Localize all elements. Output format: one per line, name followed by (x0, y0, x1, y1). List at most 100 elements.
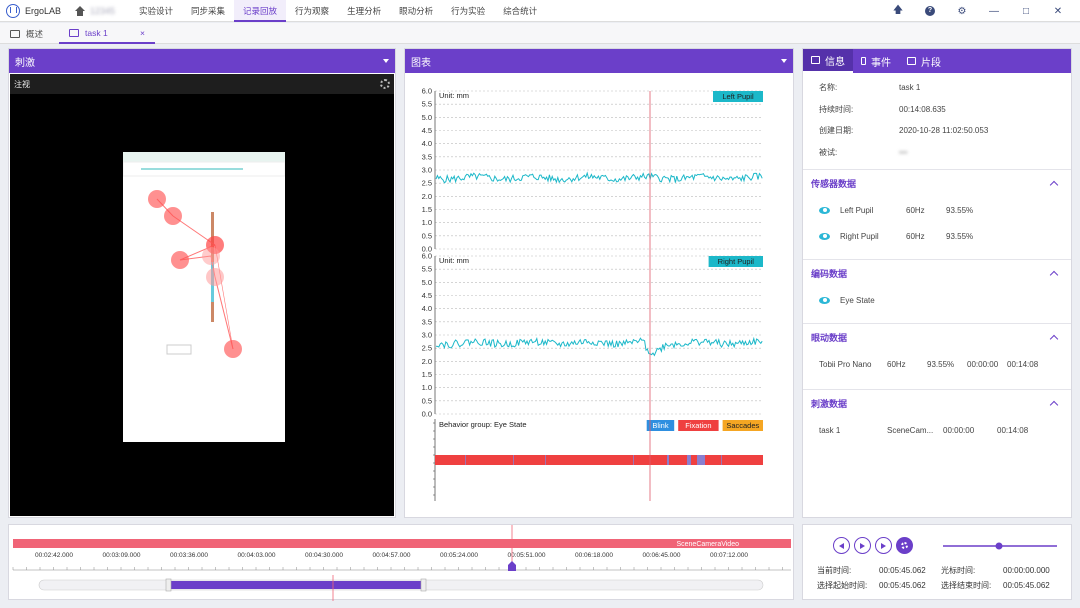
sensor-row[interactable]: Right Pupil 60Hz 93.55% (803, 223, 1071, 249)
eye-tracker-row[interactable]: Tobii Pro Nano 60Hz 93.55% 00:00:00 00:1… (803, 351, 1071, 377)
coding-section-title: 编码数据 (811, 269, 848, 279)
dropdown-caret-icon[interactable] (781, 59, 787, 63)
playback-settings-button[interactable] (896, 537, 913, 554)
eye-tracker-name: Tobii Pro Nano (819, 359, 872, 369)
stim-section-header[interactable]: 刺激数据 (803, 389, 1071, 417)
menu-item-2[interactable]: 记录回放 (234, 0, 287, 22)
minimize-icon[interactable]: — (989, 5, 999, 17)
home-icon[interactable] (74, 5, 86, 16)
timeline-tick-label: 00:06:18.000 (575, 552, 613, 559)
fixation-circle[interactable] (202, 247, 220, 265)
y-tick-label: 5.0 (422, 113, 432, 122)
settings-gear-icon[interactable]: ⚙ (957, 5, 967, 17)
unit-label: Unit: mm (439, 256, 469, 265)
info-field-key: 被试: (819, 147, 838, 157)
scanpath-line (214, 244, 234, 350)
series-line-right-pupil (435, 336, 763, 357)
eye-section-title: 眼动数据 (811, 333, 848, 343)
collapse-chevron-icon[interactable] (1049, 270, 1059, 280)
segment-icon (907, 57, 916, 65)
tab-events[interactable]: 事件 (853, 49, 899, 73)
eye-tracker-rate: 60Hz (887, 359, 906, 369)
step-forward-button[interactable] (875, 537, 892, 554)
sensor-section-header[interactable]: 传感器数据 (803, 169, 1071, 197)
stimulus-settings-icon[interactable] (380, 79, 390, 89)
tab-segments[interactable]: 片段 (899, 49, 949, 73)
eye-visibility-icon[interactable] (819, 296, 830, 304)
range-handle-right[interactable] (420, 578, 427, 592)
info-field-key: 名称: (819, 83, 838, 93)
eye-visibility-icon[interactable] (819, 232, 830, 240)
timeline[interactable]: SceneCameraVideo 00:02:42.000 00:03:09.000… (9, 525, 795, 601)
stim-row[interactable]: task 1 SceneCam... 00:00:00 00:14:08 (803, 417, 1071, 443)
eye-section-header[interactable]: 眼动数据 (803, 323, 1071, 351)
sensor-list: Left Pupil 60Hz 93.55% Right Pupil 60Hz 93.55… (803, 197, 1071, 249)
y-tick-label: 3.0 (422, 331, 432, 340)
coding-row[interactable]: Eye State (803, 287, 1071, 313)
collapse-chevron-icon[interactable] (1049, 180, 1059, 190)
tab-overview[interactable]: 概述 (0, 23, 53, 44)
menu-item-3[interactable]: 行为观察 (295, 5, 330, 16)
behavior-group-label: Behavior group: Eye State (439, 420, 527, 429)
eye-visibility-icon[interactable] (819, 206, 830, 214)
tab-overview-label: 概述 (26, 28, 44, 39)
sensor-section-title: 传感器数据 (811, 179, 857, 189)
collapse-chevron-icon[interactable] (1049, 334, 1059, 344)
scanpath-line (214, 276, 234, 350)
y-tick-label: 2.5 (422, 344, 432, 353)
playhead-handle[interactable] (508, 561, 516, 571)
pupil-chart-0: 6.0 5.5 5.0 4.5 4.0 3.5 3.0 2.5 2.0 1.5 1.0 0.5 0.0 U… (422, 87, 763, 254)
stim-start: 00:00:00 (943, 425, 975, 435)
legend-badge (678, 420, 719, 431)
tab-info[interactable]: 信息 (803, 49, 853, 73)
coding-section-header[interactable]: 编码数据 (803, 259, 1071, 287)
range-handle-left[interactable] (165, 578, 172, 592)
menu-item-4[interactable]: 生理分析 (347, 5, 382, 16)
menu-item-0[interactable]: 实验设计 (139, 5, 174, 16)
y-tick-label: 5.5 (422, 265, 432, 274)
fixation-circle[interactable] (171, 251, 189, 269)
fixation-circle[interactable] (224, 340, 242, 358)
menu-item-1[interactable]: 同步采集 (191, 5, 226, 16)
legend-label: Saccades (726, 421, 759, 430)
playback-controls: 当前时间: 00:05:45.062 选择起始时间: 00:05:45.062 光标… (802, 524, 1072, 600)
play-button[interactable] (854, 537, 871, 554)
tab-task-1[interactable]: task 1 × (59, 23, 156, 44)
range-selection[interactable] (169, 581, 423, 589)
document-tab-bar: 概述 task 1 × (0, 23, 1080, 44)
bookmark-icon (861, 57, 866, 65)
menu-item-6[interactable]: 行为实验 (451, 5, 486, 16)
eye-tracker-pct: 93.55% (927, 359, 955, 369)
scene-video-track[interactable] (13, 539, 791, 548)
volume-slider[interactable] (941, 539, 1061, 553)
sensor-rate: 60Hz (906, 231, 925, 241)
legend-label: Blink (652, 421, 669, 430)
monitor-icon (811, 56, 820, 64)
maximize-icon[interactable]: □ (1022, 5, 1030, 17)
stim-name: task 1 (819, 425, 841, 435)
menu-item-5[interactable]: 眼动分析 (399, 5, 434, 16)
unit-label: Unit: mm (439, 91, 469, 100)
sensor-row[interactable]: Left Pupil 60Hz 93.55% (803, 197, 1071, 223)
help-icon[interactable]: ? (914, 0, 946, 22)
fixation-circle[interactable] (206, 268, 224, 286)
timeline-tick-label: 00:05:51.000 (508, 552, 546, 559)
blink-marker (513, 455, 514, 465)
y-tick-label: 4.0 (422, 304, 432, 313)
stimulus-title: 刺激 (15, 57, 35, 69)
close-window-icon[interactable]: ✕ (1053, 5, 1063, 17)
track-label: SceneCameraVideo (676, 541, 739, 548)
menu-item-7[interactable]: 综合统计 (503, 5, 538, 16)
stim-end: 00:14:08 (997, 425, 1029, 435)
fixation-circle[interactable] (164, 207, 182, 225)
collapse-chevron-icon[interactable] (1049, 400, 1059, 410)
step-back-button[interactable] (833, 537, 850, 554)
upload-icon[interactable]: 🡅 (892, 4, 904, 16)
close-tab-icon[interactable]: × (140, 27, 146, 38)
sel-start-label: 选择起始时间: (817, 581, 868, 590)
volume-slider-knob[interactable] (995, 542, 1003, 550)
record-info: 名称: task 1 持续时间: 00:14:08.635 创建日期: 2020-10-2… (803, 73, 1071, 163)
fixation-circle[interactable] (148, 190, 166, 208)
eye-tracker-start: 00:00:00 (967, 359, 999, 369)
dropdown-caret-icon[interactable] (383, 59, 389, 63)
